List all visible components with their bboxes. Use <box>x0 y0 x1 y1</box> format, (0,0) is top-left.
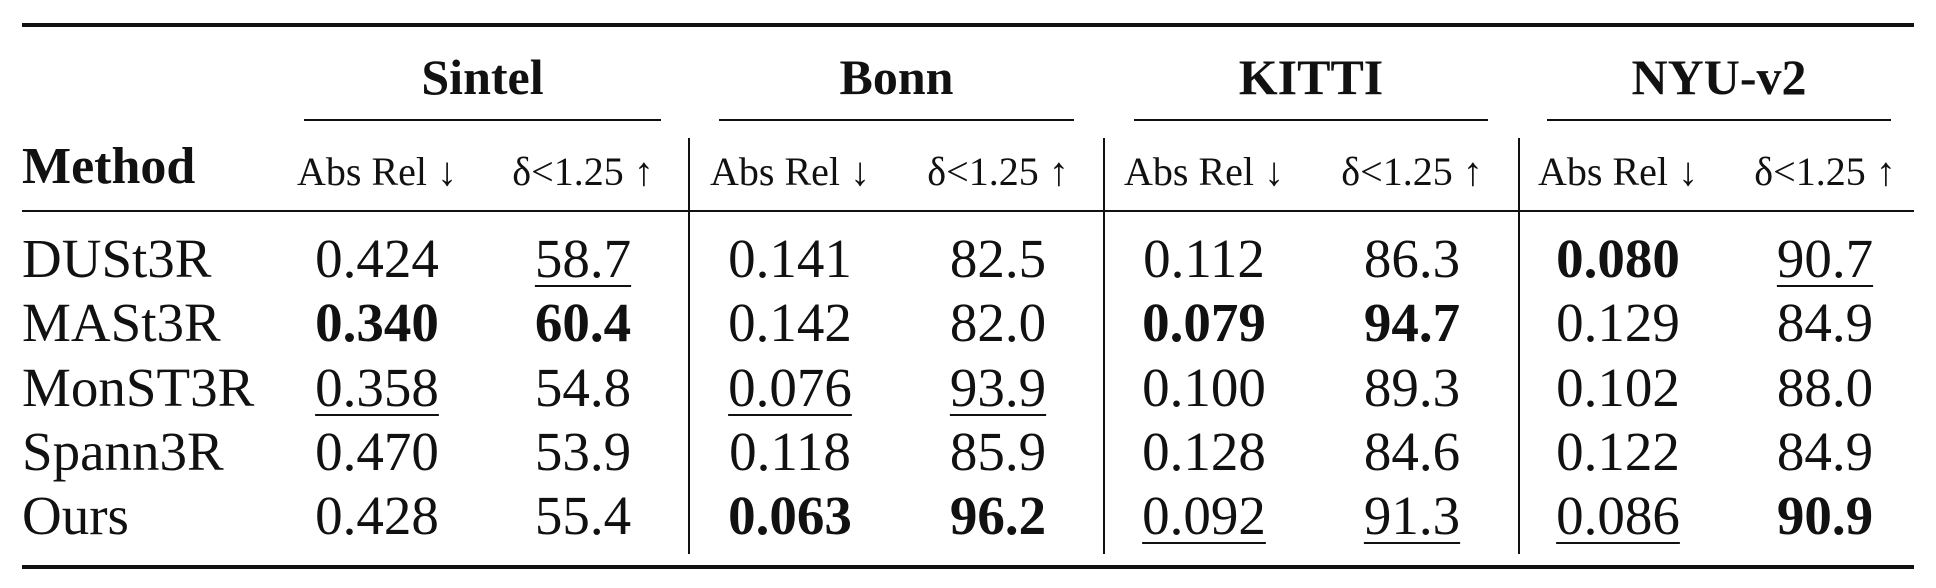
method-name: Spann3R <box>22 421 224 482</box>
cell: 82.0 <box>949 292 1047 353</box>
cell: 84.6 <box>1363 421 1461 482</box>
header-rule <box>22 210 1914 212</box>
group-header: Sintel <box>421 49 544 105</box>
metric-header: δ<1.25 ↑ <box>512 149 654 194</box>
metric-header: Abs Rel ↓ <box>1124 149 1284 194</box>
cell: 0.118 <box>729 421 851 482</box>
column-divider <box>1518 138 1520 554</box>
cell: 55.4 <box>534 485 632 546</box>
method-name: MASt3R <box>22 292 221 353</box>
metric-header: Abs Rel ↓ <box>1538 149 1698 194</box>
cell: 94.7 <box>1363 292 1461 353</box>
cell: 60.4 <box>534 292 632 353</box>
method-name: MonST3R <box>22 357 255 418</box>
cell: 0.100 <box>1142 357 1266 418</box>
bottom-rule <box>22 565 1914 569</box>
cell: 93.9 <box>949 357 1047 418</box>
cell: 96.2 <box>949 485 1047 546</box>
metric-header: δ<1.25 ↑ <box>1341 149 1483 194</box>
cell: 0.112 <box>1143 228 1265 289</box>
group-rule <box>1547 119 1891 121</box>
cell: 0.076 <box>728 357 852 418</box>
metric-header: δ<1.25 ↑ <box>927 149 1069 194</box>
method-name: DUSt3R <box>22 228 212 289</box>
column-divider <box>1103 138 1105 554</box>
cell: 90.7 <box>1776 228 1874 289</box>
cell: 88.0 <box>1776 357 1874 418</box>
cell: 0.129 <box>1556 292 1680 353</box>
method-header: Method <box>22 138 196 195</box>
metric-header: Abs Rel ↓ <box>297 149 457 194</box>
group-header: Bonn <box>839 49 954 105</box>
top-rule <box>22 23 1914 27</box>
cell: 0.128 <box>1142 421 1266 482</box>
cell: 0.086 <box>1556 485 1680 546</box>
cell: 0.092 <box>1142 485 1266 546</box>
cell: 0.340 <box>315 292 439 353</box>
cell: 53.9 <box>534 421 632 482</box>
cell: 0.122 <box>1556 421 1680 482</box>
cell: 86.3 <box>1363 228 1461 289</box>
cell: 0.080 <box>1556 228 1680 289</box>
cell: 58.7 <box>534 228 632 289</box>
cell: 0.358 <box>315 357 439 418</box>
cell: 90.9 <box>1776 485 1874 546</box>
cell: 85.9 <box>949 421 1047 482</box>
cell: 89.3 <box>1363 357 1461 418</box>
metric-header: Abs Rel ↓ <box>710 149 870 194</box>
cell: 0.470 <box>315 421 439 482</box>
cell: 54.8 <box>534 357 632 418</box>
cell: 0.079 <box>1142 292 1266 353</box>
group-header: NYU-v2 <box>1631 49 1807 105</box>
cell: 0.428 <box>315 485 439 546</box>
group-header: KITTI <box>1238 49 1384 105</box>
cell: 0.102 <box>1556 357 1680 418</box>
cell: 0.063 <box>728 485 852 546</box>
cell: 0.142 <box>728 292 852 353</box>
cell: 84.9 <box>1776 292 1874 353</box>
cell: 82.5 <box>949 228 1047 289</box>
cell: 84.9 <box>1776 421 1874 482</box>
group-rule <box>719 119 1074 121</box>
cell: 0.141 <box>728 228 852 289</box>
cell: 91.3 <box>1363 485 1461 546</box>
cell: 0.424 <box>315 228 439 289</box>
group-rule <box>1134 119 1488 121</box>
column-divider <box>688 138 690 554</box>
group-rule <box>304 119 661 121</box>
metric-header: δ<1.25 ↑ <box>1754 149 1896 194</box>
method-name: Ours <box>22 485 129 546</box>
